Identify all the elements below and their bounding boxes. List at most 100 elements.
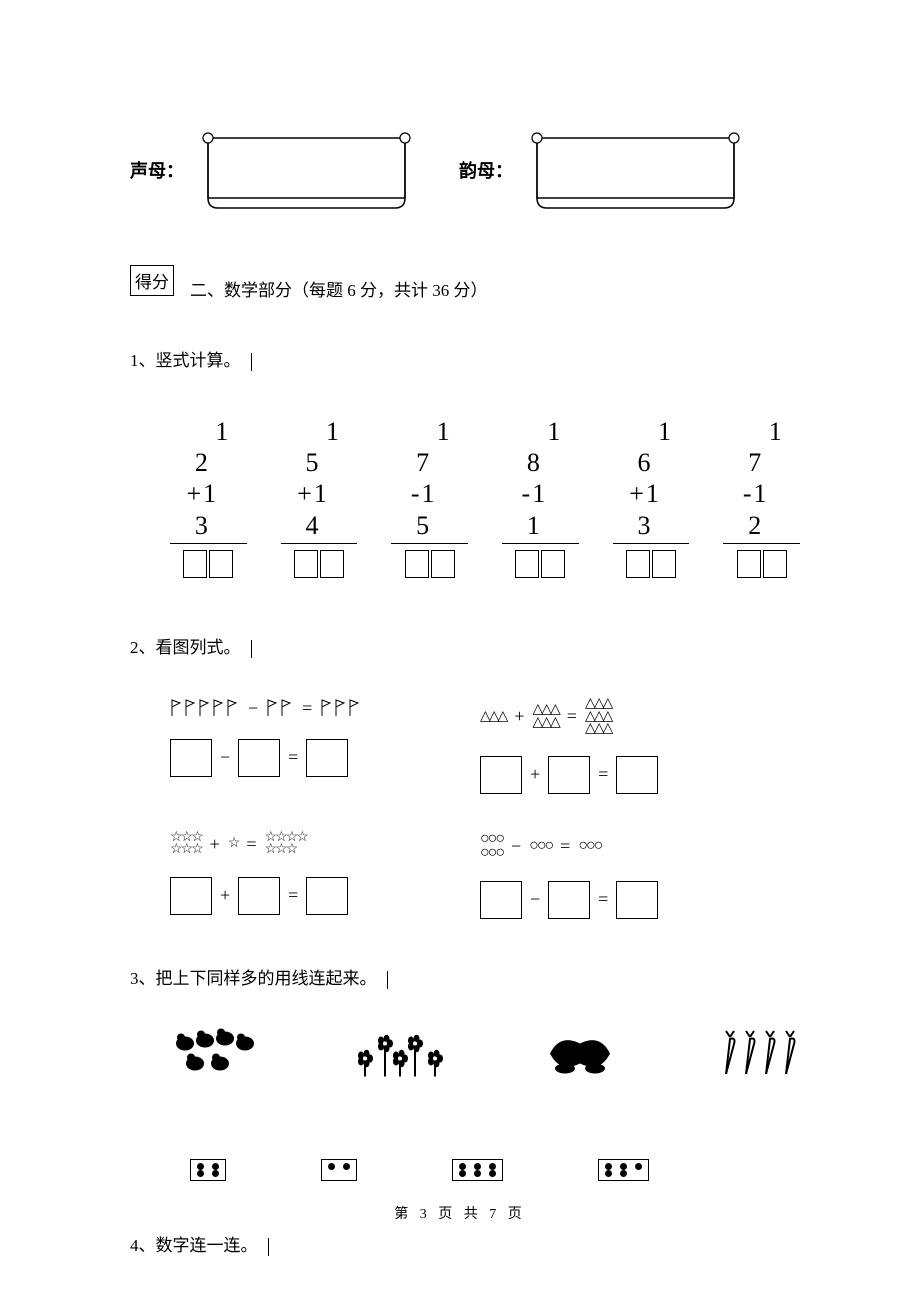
star-icon: ☆☆☆☆☆☆ — [170, 832, 202, 857]
q1-label: 1、竖式计算。 — [130, 351, 241, 370]
section-2-title-text: 二、数学部分（每题 6 分，共计 36 分） — [190, 281, 488, 300]
answer-boxes — [723, 550, 800, 578]
cursor-icon — [251, 353, 252, 371]
answer-box[interactable] — [170, 877, 212, 915]
answer-boxes — [170, 550, 247, 578]
triangle-icon: △△△△△△ — [532, 704, 558, 729]
calc-line — [170, 543, 247, 544]
q3-label-row: 3、把上下同样多的用线连起来。 — [130, 964, 800, 989]
answer-box[interactable] — [548, 756, 590, 794]
vertical-calc: 1 7-1 5 — [391, 416, 468, 578]
page-footer: 第 3 页 共 7 页 — [0, 1203, 920, 1223]
top-number: 1 5 — [281, 416, 358, 478]
answer-box[interactable] — [548, 881, 590, 919]
dot-icon — [605, 1163, 612, 1170]
circle-icon: ○○○ — [578, 839, 601, 853]
bottom-number: +1 4 — [281, 478, 358, 540]
initials-scroll — [194, 130, 419, 210]
dot-icon — [343, 1163, 350, 1170]
match-dice-row — [190, 1159, 800, 1181]
answer-box[interactable] — [183, 550, 207, 578]
equation-boxes: += — [480, 756, 780, 794]
dot-icon — [620, 1170, 627, 1177]
roses-icon — [530, 1026, 630, 1081]
top-number: 1 6 — [613, 416, 690, 478]
answer-box[interactable] — [737, 550, 761, 578]
answer-box[interactable] — [480, 881, 522, 919]
dot-icon — [328, 1163, 335, 1170]
answer-box[interactable] — [626, 550, 650, 578]
q2-label: 2、看图列式。 — [130, 638, 241, 657]
match-picture — [350, 1024, 450, 1084]
picture-equation-grid: − = −=△△△ + △△△△△△ = △△△△△△△△△+=☆☆☆☆☆☆ +… — [170, 698, 800, 919]
calc-line — [391, 543, 468, 544]
answer-box[interactable] — [209, 550, 233, 578]
answer-box[interactable] — [238, 739, 280, 777]
vertical-calc: 1 5+1 4 — [281, 416, 358, 578]
answer-box[interactable] — [294, 550, 318, 578]
top-number: 1 7 — [723, 416, 800, 478]
calc-line — [281, 543, 358, 544]
calc-line — [613, 543, 690, 544]
finals-label: 韵母： — [459, 157, 513, 183]
q4-label: 4、数字连一连。 — [130, 1236, 258, 1255]
q4-label-row: 4、数字连一连。 — [130, 1231, 800, 1256]
calc-line — [723, 543, 800, 544]
pinyin-scroll-row: 声母： 韵母： — [130, 130, 800, 210]
footer-total: 7 — [489, 1207, 500, 1222]
answer-box[interactable] — [541, 550, 565, 578]
equation-boxes: += — [170, 877, 470, 915]
q1-label-row: 1、竖式计算。 — [130, 346, 800, 371]
flowers-icon — [350, 1026, 450, 1081]
flag-icon — [266, 698, 294, 718]
vertical-calc: 1 2+1 3 — [170, 416, 247, 578]
q2-label-row: 2、看图列式。 — [130, 633, 800, 658]
dot-icon — [197, 1170, 204, 1177]
answer-box[interactable] — [170, 739, 212, 777]
bottom-number: -1 1 — [502, 478, 579, 540]
star-icon: ☆ — [228, 838, 239, 851]
answer-box[interactable] — [515, 550, 539, 578]
cursor-icon — [251, 640, 252, 658]
dot-icon — [635, 1163, 642, 1170]
picture-equation: △△△ + △△△△△△ = △△△△△△△△△+= — [480, 698, 780, 794]
answer-box[interactable] — [652, 550, 676, 578]
dice-box — [452, 1159, 503, 1181]
dot-icon — [489, 1163, 496, 1170]
bottom-number: -1 2 — [723, 478, 800, 540]
dot-icon — [474, 1163, 481, 1170]
flag-icon — [320, 698, 362, 718]
equation-boxes: −= — [170, 739, 470, 777]
q3-label: 3、把上下同样多的用线连起来。 — [130, 969, 377, 988]
answer-box[interactable] — [616, 756, 658, 794]
vertical-calc: 1 7-1 2 — [723, 416, 800, 578]
dice-box — [598, 1159, 649, 1181]
picture-equation: ○○○○○○ − ○○○ = ○○○−= — [480, 832, 780, 919]
top-number: 1 7 — [391, 416, 468, 478]
answer-box[interactable] — [306, 739, 348, 777]
answer-box[interactable] — [306, 877, 348, 915]
answer-box[interactable] — [320, 550, 344, 578]
dot-icon — [212, 1163, 219, 1170]
dice-box — [321, 1159, 357, 1181]
top-number: 1 8 — [502, 416, 579, 478]
answer-boxes — [281, 550, 358, 578]
footer-prefix: 第 — [394, 1207, 412, 1222]
bottom-number: +1 3 — [613, 478, 690, 540]
chicks-icon — [170, 1026, 270, 1081]
answer-box[interactable] — [405, 550, 429, 578]
triangle-icon: △△△ — [480, 711, 506, 724]
answer-box[interactable] — [431, 550, 455, 578]
answer-box[interactable] — [238, 877, 280, 915]
dot-icon — [474, 1170, 481, 1177]
finals-scroll — [523, 130, 748, 210]
score-box: 得分 — [130, 265, 174, 296]
answer-box[interactable] — [616, 881, 658, 919]
answer-box[interactable] — [763, 550, 787, 578]
circle-icon: ○○○○○○ — [480, 832, 503, 861]
match-picture — [710, 1024, 810, 1084]
answer-box[interactable] — [480, 756, 522, 794]
circle-icon: ○○○ — [529, 839, 552, 853]
dot-icon — [620, 1163, 627, 1170]
vertical-calc: 1 6+1 3 — [613, 416, 690, 578]
